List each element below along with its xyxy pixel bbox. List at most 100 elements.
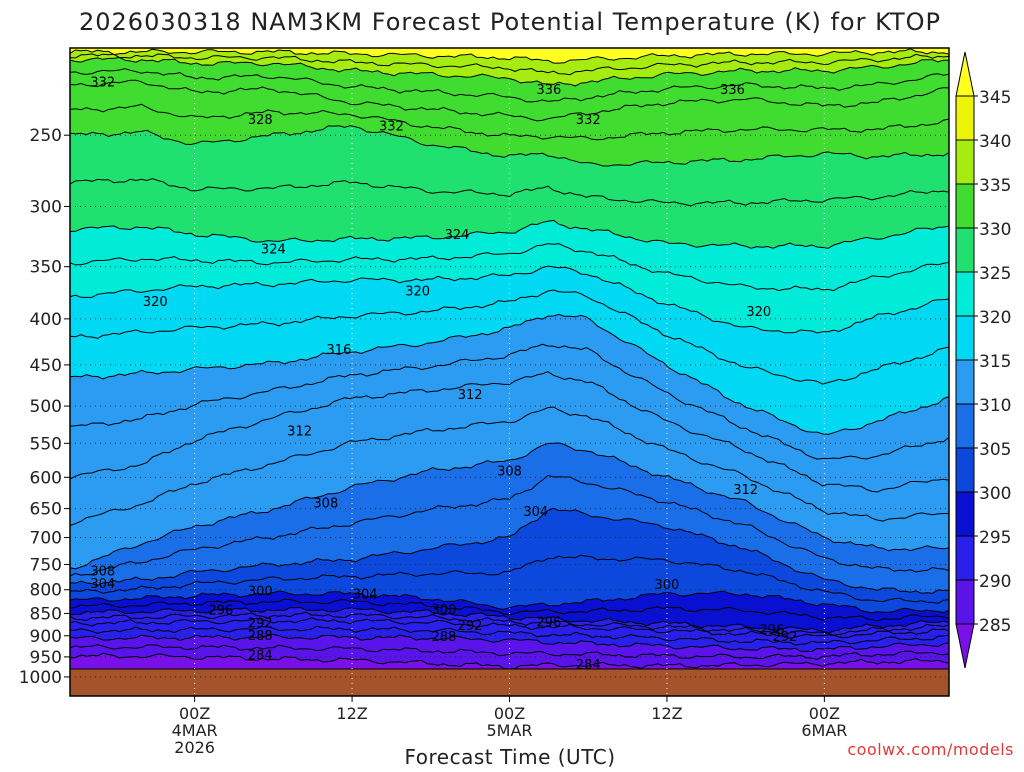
y-tick-label: 400 (30, 310, 62, 330)
colorbar-segment (955, 491, 975, 537)
x-tick-label: 00Z (179, 704, 210, 723)
contour-label: 308 (497, 465, 522, 480)
colorbar-label: 340 (979, 132, 1011, 152)
x-tick-label: 6MAR (801, 721, 847, 740)
contour-label: 300 (248, 585, 273, 600)
contour-label: 304 (353, 588, 378, 603)
colorbar-label: 345 (979, 88, 1011, 108)
contour-label: 292 (248, 617, 273, 632)
isentrope-326 (69, 178, 950, 207)
contour-label: 292 (773, 630, 798, 645)
y-tick-label: 350 (30, 258, 62, 278)
contour-label: 332 (576, 113, 601, 128)
contour-label: 324 (261, 242, 286, 257)
contour-labels: 332 336 336 328 332 332 324 324 320 320 320 316 312 3… (90, 76, 797, 674)
x-tick-label: 12Z (651, 704, 682, 723)
colorbar-label: 285 (979, 616, 1011, 636)
isentrope-284 (69, 652, 950, 670)
isentrope-332 (69, 79, 950, 122)
contour-label: 312 (287, 424, 312, 439)
contour-label: 316 (327, 343, 352, 358)
colorbar-label: 325 (979, 264, 1011, 284)
isentrope-328 (69, 125, 950, 167)
contour-label: 308 (313, 497, 338, 512)
colorbar-segment (955, 579, 975, 625)
contour-label: 304 (523, 505, 548, 520)
isentrope-290 (69, 625, 950, 646)
isentrope-296 (69, 606, 950, 634)
isentrope-334 (69, 68, 950, 103)
x-axis-label: Forecast Time (UTC) (404, 745, 615, 768)
isentrope-320 (69, 265, 950, 334)
y-tick-label: 750 (30, 556, 62, 576)
colorbar-label: 330 (979, 220, 1011, 240)
y-tick-label: 250 (30, 126, 62, 146)
isentrope-288 (69, 633, 950, 653)
colorbar-segment (955, 227, 975, 273)
colorbar-label: 290 (979, 572, 1011, 592)
contour-label: 284 (576, 658, 601, 673)
contour-label: 296 (759, 623, 784, 638)
isentrope-330 (69, 103, 950, 141)
y-tick-label: 600 (30, 468, 62, 488)
colorbar-segment (955, 359, 975, 405)
isentrope-338 (69, 53, 950, 76)
grid-lines (70, 48, 949, 696)
credit-text: coolwx.com/models (847, 740, 1014, 759)
x-tick-label: 00Z (809, 704, 840, 723)
contour-label: 304 (90, 577, 115, 592)
isentrope-306 (69, 474, 950, 577)
contour-label: 312 (733, 483, 758, 498)
x-tick-label: 5MAR (486, 721, 532, 740)
colorbar-segment (955, 535, 975, 581)
contour-label: 320 (143, 295, 168, 310)
isentrope-310 (69, 406, 949, 526)
contour-label: 312 (458, 388, 483, 403)
isentropes (69, 48, 950, 670)
contour-label: 288 (431, 630, 456, 645)
contour-label: 300 (655, 578, 680, 593)
contour-label: 336 (720, 83, 745, 98)
isentrope-336 (69, 56, 950, 87)
colorbar-segment (955, 183, 975, 229)
colorbar-label: 310 (979, 396, 1011, 416)
colorbar-segment (955, 51, 975, 97)
y-tick-label: 800 (30, 581, 62, 601)
x-tick-label: 12Z (336, 704, 367, 723)
colorbar-segment (955, 271, 975, 317)
y-tick-label: 500 (30, 397, 62, 417)
y-tick-label: 950 (30, 648, 62, 668)
contour-label: 300 (431, 603, 456, 618)
colorbar-segment (955, 403, 975, 449)
contour-label: 320 (405, 285, 430, 300)
y-tick-label: 850 (30, 604, 62, 624)
colorbar-segment (955, 139, 975, 185)
y-tick-label: 900 (30, 627, 62, 647)
contour-label: 336 (536, 83, 561, 98)
contour-label: 308 (90, 565, 115, 580)
y-tick-label: 1000 (19, 668, 62, 688)
isentrope-324 (69, 219, 950, 249)
contour-label: 328 (248, 113, 273, 128)
chart-title: 2026030318 NAM3KM Forecast Potential Tem… (79, 8, 941, 36)
y-tick-label: 300 (30, 197, 62, 217)
colorbar-segment (955, 447, 975, 493)
isentrope-294 (69, 611, 950, 636)
x-tick-label: 2026 (174, 738, 215, 757)
isentrope-300 (69, 590, 950, 614)
isentrope-298 (69, 598, 950, 622)
x-tick-label: 00Z (494, 704, 525, 723)
colorbar-label: 320 (979, 308, 1011, 328)
isentrope-292 (69, 617, 950, 639)
y-axis: 250 300 350 400 450 500 550 600 650 700 750 800 850 9… (19, 126, 70, 688)
colorbar-label: 335 (979, 176, 1011, 196)
colorbar-label: 305 (979, 440, 1011, 460)
isentrope-302 (70, 554, 950, 604)
isentrope-340 (69, 48, 950, 64)
isentrope-322 (69, 243, 950, 292)
contour-label: 296 (536, 616, 561, 631)
contour-label: 332 (90, 76, 115, 91)
isentrope-286 (69, 644, 950, 660)
